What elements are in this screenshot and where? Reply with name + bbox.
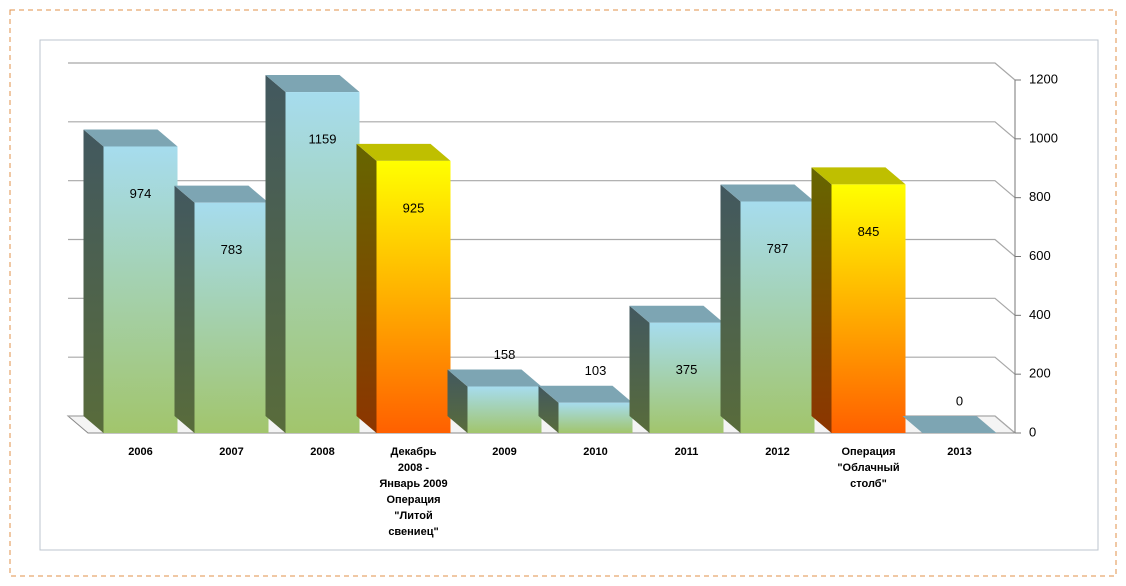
bar-top bbox=[174, 185, 269, 203]
value-label: 925 bbox=[403, 200, 425, 215]
y-tick-label: 600 bbox=[1029, 248, 1051, 263]
bar bbox=[629, 305, 724, 433]
x-tick-label: 2013 bbox=[947, 446, 971, 458]
outer-frame bbox=[9, 9, 1117, 577]
bar bbox=[538, 385, 633, 433]
value-label: 783 bbox=[221, 242, 243, 257]
y-tick-label: 800 bbox=[1029, 189, 1051, 204]
bar-side bbox=[447, 369, 468, 433]
value-label: 158 bbox=[494, 347, 516, 362]
bar-front bbox=[376, 160, 451, 434]
bar-top bbox=[629, 305, 724, 323]
y-tick-label: 400 bbox=[1029, 307, 1051, 322]
bar-top bbox=[265, 75, 360, 93]
bar bbox=[720, 184, 815, 433]
bar-side bbox=[265, 75, 286, 433]
x-tick-label: 2011 bbox=[675, 446, 699, 458]
value-label: 787 bbox=[767, 241, 789, 256]
value-label: 974 bbox=[130, 186, 152, 201]
x-tick-label: Декабрь 2008 -Январь 2009 Операция "Литой св… bbox=[379, 446, 447, 538]
bar-side bbox=[629, 305, 650, 433]
bar-front bbox=[831, 184, 906, 433]
bar bbox=[174, 185, 269, 433]
value-label: 1159 bbox=[309, 131, 337, 146]
y-tick-label: 1200 bbox=[1029, 71, 1058, 86]
bar-front bbox=[649, 322, 724, 433]
bar-front bbox=[285, 92, 360, 433]
y-tick-label: 0 bbox=[1029, 424, 1036, 439]
grid-line bbox=[68, 62, 1016, 81]
bar-top bbox=[538, 385, 633, 403]
bar-top bbox=[447, 369, 542, 387]
x-tick-label: 2010 bbox=[583, 446, 607, 458]
bar-top bbox=[902, 416, 997, 433]
bar-front bbox=[194, 202, 269, 433]
bar-front bbox=[558, 402, 633, 433]
x-tick-label: 2009 bbox=[492, 446, 516, 458]
bar bbox=[356, 143, 451, 434]
bar-side bbox=[720, 184, 741, 433]
y-tick-label: 1000 bbox=[1029, 130, 1058, 145]
x-tick-label: 2007 bbox=[219, 446, 243, 458]
value-label: 845 bbox=[858, 224, 880, 239]
value-label: 0 bbox=[956, 393, 963, 408]
bar-side bbox=[174, 185, 195, 433]
bar bbox=[902, 416, 997, 433]
x-tick-label: 2012 bbox=[765, 446, 789, 458]
value-label: 103 bbox=[585, 363, 607, 378]
grid-line bbox=[68, 121, 1016, 140]
bar-side bbox=[356, 143, 377, 434]
bar-front bbox=[103, 146, 178, 433]
x-tick-label: 2008 bbox=[310, 446, 334, 458]
bar bbox=[265, 75, 360, 433]
bar-side bbox=[538, 385, 559, 433]
x-tick-label: 2006 bbox=[128, 446, 152, 458]
bar-side bbox=[83, 129, 104, 433]
bar bbox=[83, 129, 178, 433]
bar-top bbox=[811, 167, 906, 185]
bar-front bbox=[467, 386, 542, 433]
bar-top bbox=[83, 129, 178, 147]
y-tick-label: 200 bbox=[1029, 366, 1051, 381]
x-tick-label: Операция "Облачный столб" bbox=[837, 446, 899, 490]
value-label: 375 bbox=[676, 362, 698, 377]
bar-top bbox=[720, 184, 815, 202]
bar-front bbox=[740, 201, 815, 433]
bar bbox=[811, 167, 906, 433]
bar-side bbox=[811, 167, 832, 433]
bar-top bbox=[356, 143, 451, 161]
bar bbox=[447, 369, 542, 433]
